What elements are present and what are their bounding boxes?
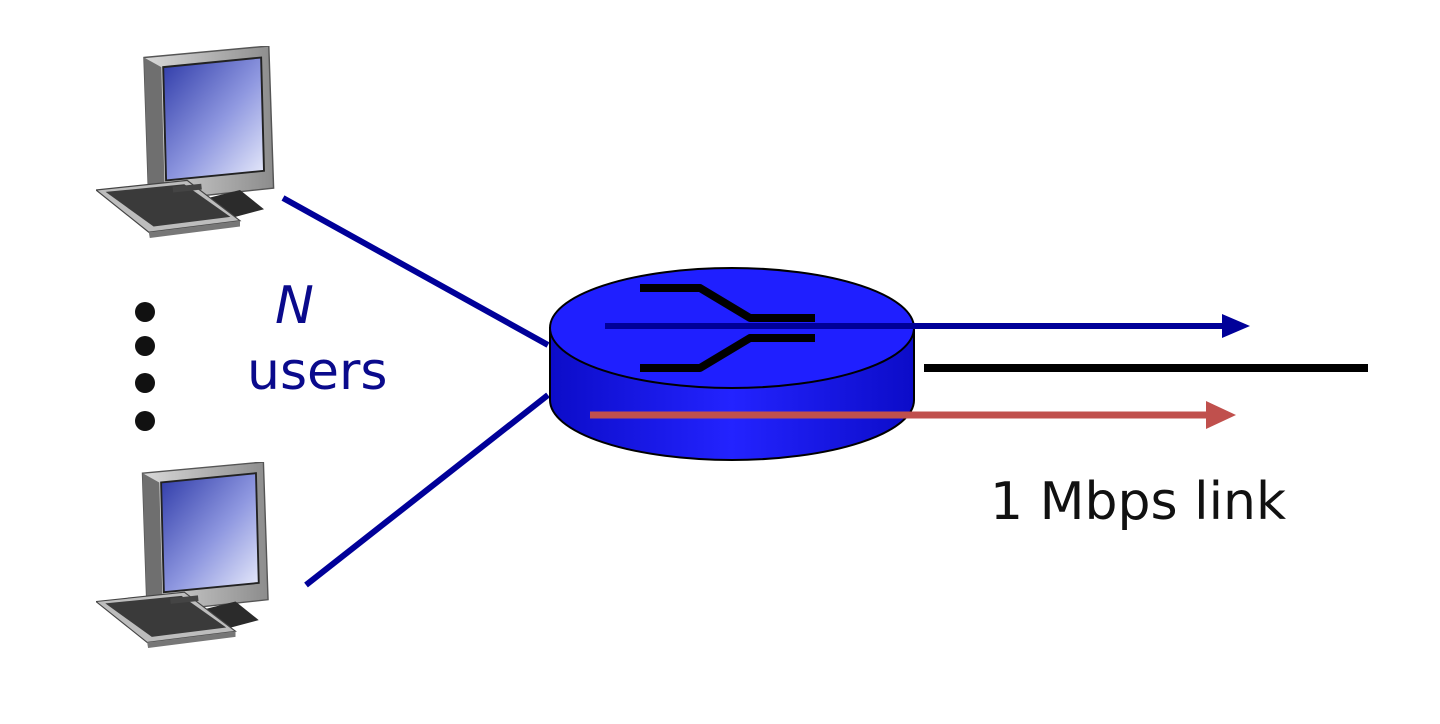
lower-desktop-computer-icon [96,462,269,648]
link-capacity-label: 1 Mbps link [990,472,1287,532]
users-label: users [247,342,388,402]
upper-desktop-computer-icon [96,46,275,238]
red-flow-arrow [590,401,1236,429]
vertical-dots-icon [135,302,155,431]
upper-user-link [281,195,550,348]
n-label: N [275,276,314,336]
blue-flow-arrow [605,314,1250,338]
lower-user-link [304,392,550,588]
router-icon [549,267,915,461]
